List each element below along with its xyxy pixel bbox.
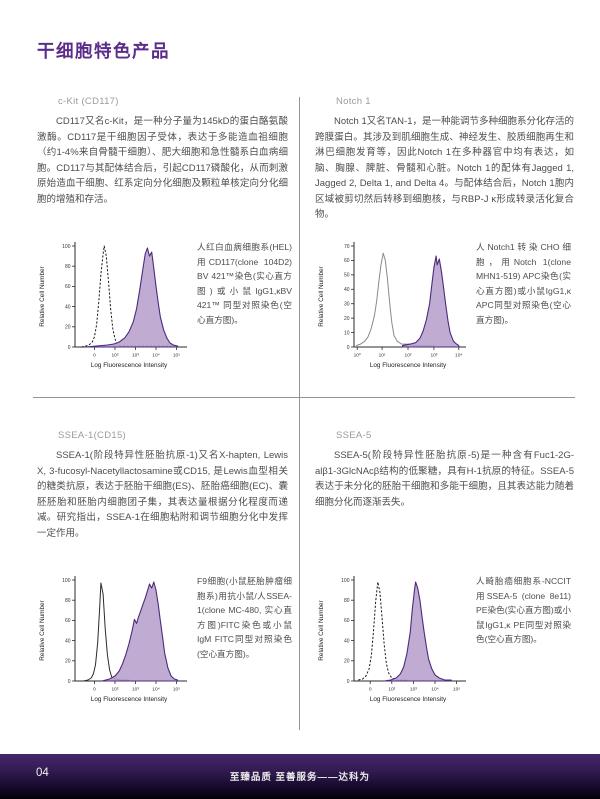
svg-text:Log Fluorescence Intensity: Log Fluorescence Intensity: [370, 696, 447, 703]
svg-text:10¹: 10¹: [379, 353, 386, 359]
figure-notch1: 0 10 20 30 40 50 60 70 10⁰ 10¹ 10² 10³ 10⁴ Log Fluore…: [316, 237, 571, 370]
svg-text:10⁴: 10⁴: [431, 687, 438, 693]
svg-text:80: 80: [344, 598, 350, 604]
figure-caption: 人Notch1转染CHO细胞，用Notch 1(clone MHN1-519) …: [476, 242, 571, 325]
svg-text:70: 70: [344, 244, 350, 250]
svg-text:10³: 10³: [410, 687, 417, 693]
svg-text:10³: 10³: [132, 687, 139, 693]
figure-ckit: 0 20 40 60 80 100 0 10² 10³ 10⁴ 10⁵ Log Fluorescenc…: [37, 237, 292, 370]
svg-text:0: 0: [347, 345, 350, 351]
svg-text:80: 80: [65, 264, 71, 270]
svg-text:10⁵: 10⁵: [453, 687, 460, 693]
svg-text:Log Fluorescence Intensity: Log Fluorescence Intensity: [370, 362, 447, 369]
svg-text:20: 20: [344, 659, 350, 665]
svg-text:60: 60: [65, 618, 71, 624]
svg-text:Relative Cell Number: Relative Cell Number: [318, 599, 325, 660]
svg-text:50: 50: [344, 273, 350, 279]
svg-text:20: 20: [65, 325, 71, 331]
section-body: SSEA-1(阶段特异性胚胎抗原-1)又名X-hapten, Lewis X, …: [37, 450, 288, 539]
section-body: CD117又名c-Kit，是一种分子量为145kD的蛋白酪氨酸激酶。CD117是…: [37, 116, 288, 205]
vertical-divider: [299, 97, 300, 730]
svg-text:Relative Cell Number: Relative Cell Number: [318, 265, 325, 326]
flow-histogram-chart: 0 20 40 60 80 100 0 10² 10³ 10⁴ 10⁵ Log Fluorescenc…: [39, 242, 187, 369]
svg-text:0: 0: [369, 687, 372, 693]
svg-text:100: 100: [341, 578, 350, 584]
svg-text:10²: 10²: [388, 687, 395, 693]
svg-text:60: 60: [65, 284, 71, 290]
svg-text:30: 30: [344, 302, 350, 308]
section-ssea5: SSEA-5 SSEA-5(阶段特异性胚胎抗原-5)是一种含有Fuc1-2G-a…: [315, 430, 574, 510]
svg-text:40: 40: [65, 304, 71, 310]
section-body: Notch 1又名TAN-1，是一种能调节多种细胞系分化存活的跨膜蛋白。其涉及到…: [315, 116, 574, 220]
section-header: c-Kit (CD117): [58, 96, 119, 107]
svg-text:10³: 10³: [132, 353, 139, 359]
flow-histogram-chart: 0 20 40 60 80 100 0 10² 10³ 10⁴ 10⁵ Log Fluorescenc…: [39, 576, 187, 703]
flow-histogram-chart: 0 10 20 30 40 50 60 70 10⁰ 10¹ 10² 10³ 10⁴ Log Fluore…: [318, 242, 466, 369]
svg-text:0: 0: [347, 679, 350, 685]
section-notch1: Notch 1 Notch 1又名TAN-1，是一种能调节多种细胞系分化存活的跨…: [315, 96, 574, 223]
svg-text:40: 40: [344, 287, 350, 293]
svg-text:10⁰: 10⁰: [354, 353, 361, 359]
svg-text:0: 0: [93, 353, 96, 359]
svg-text:80: 80: [65, 598, 71, 604]
figure-caption: 人畸胎癌细胞系-NCCIT用SSEA-5 (clone 8e11) PE染色(实…: [476, 576, 571, 645]
svg-text:Log Fluorescence Intensity: Log Fluorescence Intensity: [91, 362, 168, 369]
svg-text:10⁵: 10⁵: [173, 687, 180, 693]
page-number: 04: [36, 767, 49, 779]
svg-text:Relative Cell Number: Relative Cell Number: [39, 265, 46, 326]
figure-caption: F9细胞(小鼠胚胎肿瘤细胞系)用抗小鼠/人SSEA-1(clone MC-480…: [197, 576, 292, 659]
figure-caption: 人红白血病细胞系(HEL)用CD117(clone 104D2) BV 421™…: [197, 242, 292, 325]
svg-text:100: 100: [62, 578, 71, 584]
section-ssea1: SSEA-1(CD15) SSEA-1(阶段特异性胚胎抗原-1)又名X-hapt…: [37, 430, 288, 541]
figure-ssea5: 0 20 40 60 80 100 0 10² 10³ 10⁴ 10⁵ Log Fluorescenc…: [316, 571, 571, 704]
svg-text:10⁵: 10⁵: [173, 353, 180, 359]
section-header: SSEA-1(CD15): [58, 430, 127, 441]
svg-text:Log Fluorescence Intensity: Log Fluorescence Intensity: [91, 696, 168, 703]
svg-text:0: 0: [68, 679, 71, 685]
svg-text:10⁴: 10⁴: [455, 353, 462, 359]
svg-text:20: 20: [344, 316, 350, 322]
svg-text:10²: 10²: [405, 353, 412, 359]
footer-slogan: 至臻品质 至善服务——达科为: [229, 772, 371, 783]
page-title: 干细胞特色产品: [37, 41, 170, 61]
section-header: Notch 1: [336, 96, 371, 107]
svg-text:10³: 10³: [430, 353, 437, 359]
figure-ssea1: 0 20 40 60 80 100 0 10² 10³ 10⁴ 10⁵ Log Fluorescenc…: [37, 571, 292, 704]
svg-text:40: 40: [65, 638, 71, 644]
svg-text:0: 0: [68, 345, 71, 351]
section-body: SSEA-5(阶段特异性胚胎抗原-5)是一种含有Fuc1-2G-alβ1-3Gl…: [315, 450, 574, 508]
svg-text:10²: 10²: [111, 687, 118, 693]
svg-text:100: 100: [62, 244, 71, 250]
svg-text:10: 10: [344, 330, 350, 336]
section-header: SSEA-5: [336, 430, 372, 441]
flow-histogram-chart: 0 20 40 60 80 100 0 10² 10³ 10⁴ 10⁵ Log Fluorescenc…: [318, 576, 466, 703]
svg-text:60: 60: [344, 618, 350, 624]
svg-text:0: 0: [93, 687, 96, 693]
footer-bar: 04 至臻品质 至善服务——达科为: [0, 754, 600, 799]
svg-text:60: 60: [344, 258, 350, 264]
horizontal-divider: [33, 397, 575, 398]
svg-text:10²: 10²: [111, 353, 118, 359]
section-ckit: c-Kit (CD117) CD117又名c-Kit，是一种分子量为145kD的…: [37, 96, 288, 207]
svg-text:10⁴: 10⁴: [152, 687, 159, 693]
svg-text:10⁴: 10⁴: [152, 353, 159, 359]
svg-text:Relative Cell Number: Relative Cell Number: [39, 599, 46, 660]
svg-text:40: 40: [344, 638, 350, 644]
svg-text:20: 20: [65, 659, 71, 665]
